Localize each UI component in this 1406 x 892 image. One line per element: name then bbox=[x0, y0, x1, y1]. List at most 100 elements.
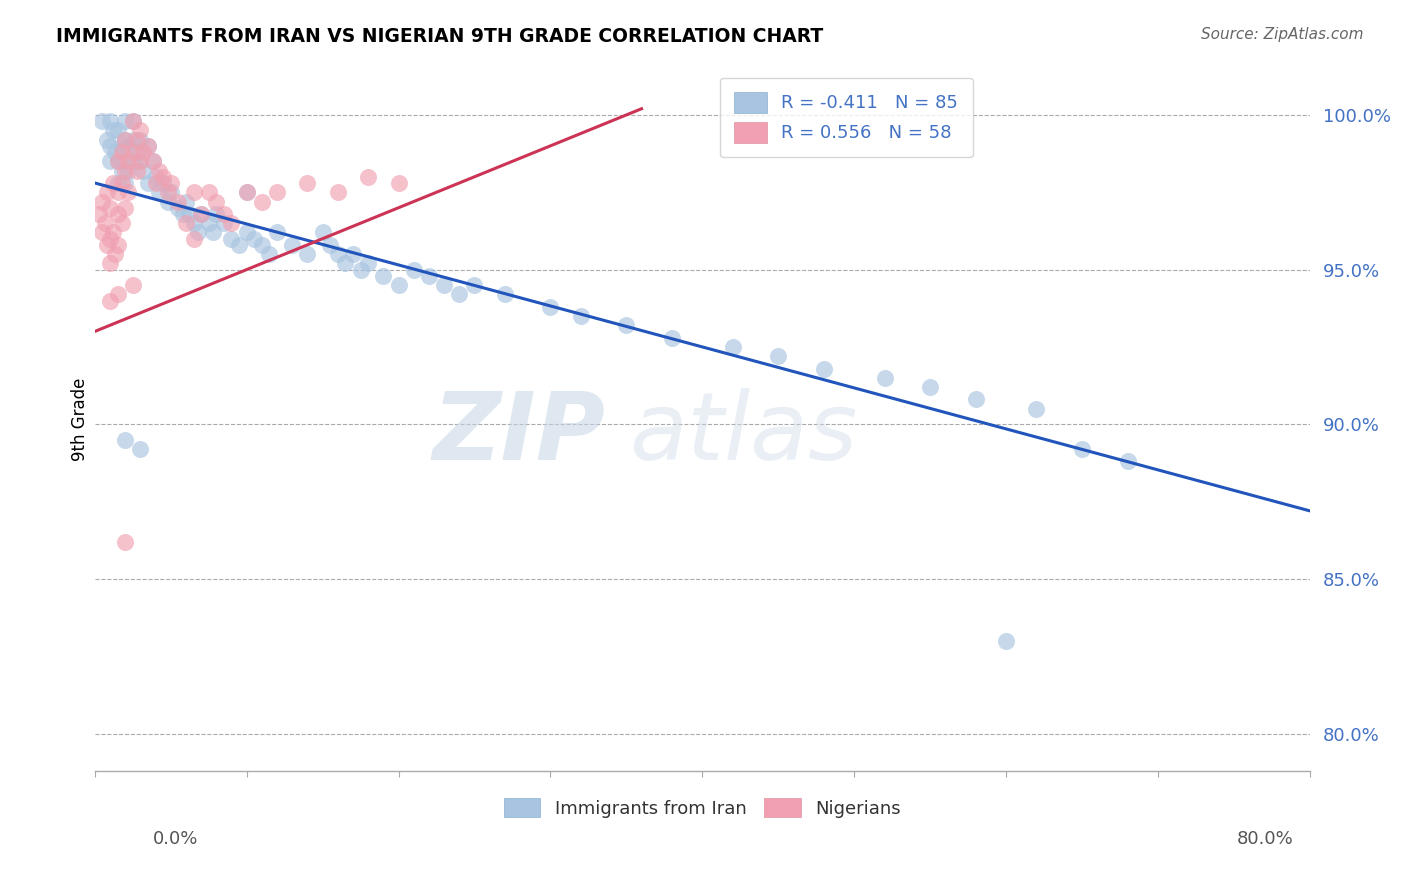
Point bbox=[141, 154, 163, 169]
Point bbox=[114, 433, 136, 447]
Point bbox=[212, 216, 235, 230]
Point bbox=[111, 216, 134, 230]
Point bbox=[174, 194, 197, 209]
Point bbox=[121, 114, 143, 128]
Point bbox=[101, 226, 124, 240]
Point bbox=[107, 123, 129, 137]
Point bbox=[129, 154, 152, 169]
Point bbox=[98, 201, 121, 215]
Point bbox=[152, 176, 174, 190]
Point bbox=[132, 163, 155, 178]
Text: Source: ZipAtlas.com: Source: ZipAtlas.com bbox=[1201, 27, 1364, 42]
Point bbox=[98, 154, 121, 169]
Point bbox=[148, 186, 170, 200]
Point bbox=[91, 114, 114, 128]
Point bbox=[121, 114, 143, 128]
Point bbox=[167, 201, 190, 215]
Point bbox=[995, 633, 1018, 648]
Point bbox=[326, 247, 349, 261]
Point bbox=[177, 207, 200, 221]
Point bbox=[127, 145, 149, 159]
Point bbox=[311, 226, 333, 240]
Point bbox=[107, 176, 129, 190]
Point bbox=[129, 442, 152, 456]
Point bbox=[235, 226, 257, 240]
Point bbox=[114, 154, 136, 169]
Point bbox=[114, 114, 136, 128]
Point bbox=[159, 186, 181, 200]
Point bbox=[107, 237, 129, 252]
Point bbox=[569, 309, 592, 323]
Point bbox=[335, 256, 357, 270]
Point bbox=[235, 186, 257, 200]
Point bbox=[98, 232, 121, 246]
Point bbox=[101, 123, 124, 137]
Text: atlas: atlas bbox=[630, 388, 858, 479]
Point bbox=[111, 139, 134, 153]
Point bbox=[297, 247, 319, 261]
Point bbox=[114, 133, 136, 147]
Point bbox=[117, 163, 139, 178]
Point bbox=[107, 186, 129, 200]
Point bbox=[205, 194, 228, 209]
Point bbox=[114, 176, 136, 190]
Point bbox=[121, 154, 143, 169]
Point bbox=[114, 534, 136, 549]
Point bbox=[250, 194, 273, 209]
Point bbox=[96, 133, 118, 147]
Point bbox=[319, 237, 342, 252]
Point bbox=[98, 256, 121, 270]
Point bbox=[266, 226, 288, 240]
Point bbox=[221, 216, 243, 230]
Text: IMMIGRANTS FROM IRAN VS NIGERIAN 9TH GRADE CORRELATION CHART: IMMIGRANTS FROM IRAN VS NIGERIAN 9TH GRA… bbox=[56, 27, 824, 45]
Point bbox=[107, 154, 129, 169]
Point bbox=[167, 194, 190, 209]
Point bbox=[768, 349, 790, 363]
Point bbox=[98, 114, 121, 128]
Point bbox=[373, 268, 395, 283]
Point bbox=[721, 340, 744, 354]
Point bbox=[117, 186, 139, 200]
Point bbox=[357, 256, 380, 270]
Point bbox=[159, 176, 181, 190]
Point bbox=[494, 287, 516, 301]
Point bbox=[111, 145, 134, 159]
Point bbox=[228, 237, 250, 252]
Point bbox=[259, 247, 281, 261]
Point bbox=[152, 169, 174, 184]
Point bbox=[183, 232, 205, 246]
Point bbox=[111, 163, 134, 178]
Point bbox=[387, 176, 409, 190]
Point bbox=[127, 133, 149, 147]
Point bbox=[433, 278, 456, 293]
Point bbox=[243, 232, 266, 246]
Point bbox=[101, 176, 124, 190]
Point bbox=[357, 169, 380, 184]
Point bbox=[136, 176, 159, 190]
Point bbox=[281, 237, 304, 252]
Point bbox=[197, 186, 219, 200]
Point bbox=[183, 186, 205, 200]
Point bbox=[418, 268, 440, 283]
Text: ZIP: ZIP bbox=[432, 388, 605, 480]
Point bbox=[202, 226, 225, 240]
Point bbox=[103, 145, 125, 159]
Point bbox=[1025, 401, 1047, 416]
Point bbox=[349, 262, 371, 277]
Point bbox=[212, 207, 235, 221]
Point bbox=[297, 176, 319, 190]
Point bbox=[94, 216, 117, 230]
Point bbox=[538, 300, 561, 314]
Point bbox=[107, 287, 129, 301]
Text: 0.0%: 0.0% bbox=[153, 830, 198, 847]
Point bbox=[449, 287, 471, 301]
Point bbox=[1071, 442, 1094, 456]
Point bbox=[190, 207, 212, 221]
Point bbox=[96, 237, 118, 252]
Point bbox=[183, 216, 205, 230]
Point bbox=[121, 133, 143, 147]
Point bbox=[1116, 454, 1139, 468]
Point bbox=[235, 186, 257, 200]
Legend: Immigrants from Iran, Nigerians: Immigrants from Iran, Nigerians bbox=[496, 791, 908, 825]
Point bbox=[129, 133, 152, 147]
